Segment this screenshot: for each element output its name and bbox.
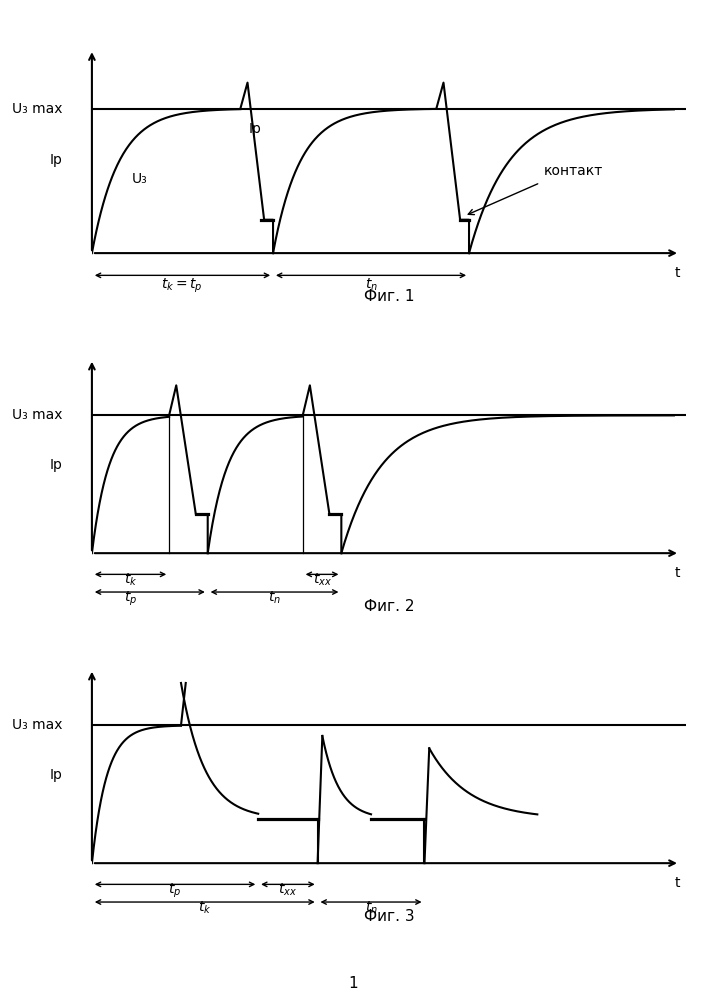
Text: $t_n$: $t_n$: [365, 900, 378, 916]
Text: Фиг. 1: Фиг. 1: [363, 289, 414, 304]
Text: $t_p$: $t_p$: [168, 882, 182, 900]
Text: U₃ max: U₃ max: [12, 718, 62, 732]
Text: 1: 1: [349, 976, 358, 991]
Text: $t_n$: $t_n$: [268, 590, 281, 606]
Text: Фиг. 2: Фиг. 2: [363, 599, 414, 614]
Text: t: t: [674, 266, 679, 280]
Text: t: t: [674, 566, 679, 580]
Text: контакт: контакт: [543, 164, 602, 178]
Text: $t_k$: $t_k$: [124, 572, 137, 588]
Text: U₃ max: U₃ max: [12, 408, 62, 422]
Text: $t_{xx}$: $t_{xx}$: [279, 882, 298, 898]
Text: Iр: Iр: [49, 153, 62, 167]
Text: $t_{xx}$: $t_{xx}$: [312, 572, 332, 588]
Text: $t_p$: $t_p$: [124, 590, 137, 608]
Text: t: t: [674, 876, 679, 890]
Text: $t_n$: $t_n$: [365, 276, 378, 293]
Text: Фиг. 3: Фиг. 3: [363, 909, 414, 924]
Text: $t_k$: $t_k$: [198, 900, 211, 916]
Text: $t_k=t_p$: $t_k=t_p$: [161, 276, 203, 295]
Text: U₃ max: U₃ max: [12, 102, 62, 116]
Text: Iр: Iр: [49, 458, 62, 472]
Text: Iр: Iр: [249, 122, 262, 136]
Text: Iр: Iр: [49, 768, 62, 782]
Text: U₃: U₃: [132, 172, 147, 186]
